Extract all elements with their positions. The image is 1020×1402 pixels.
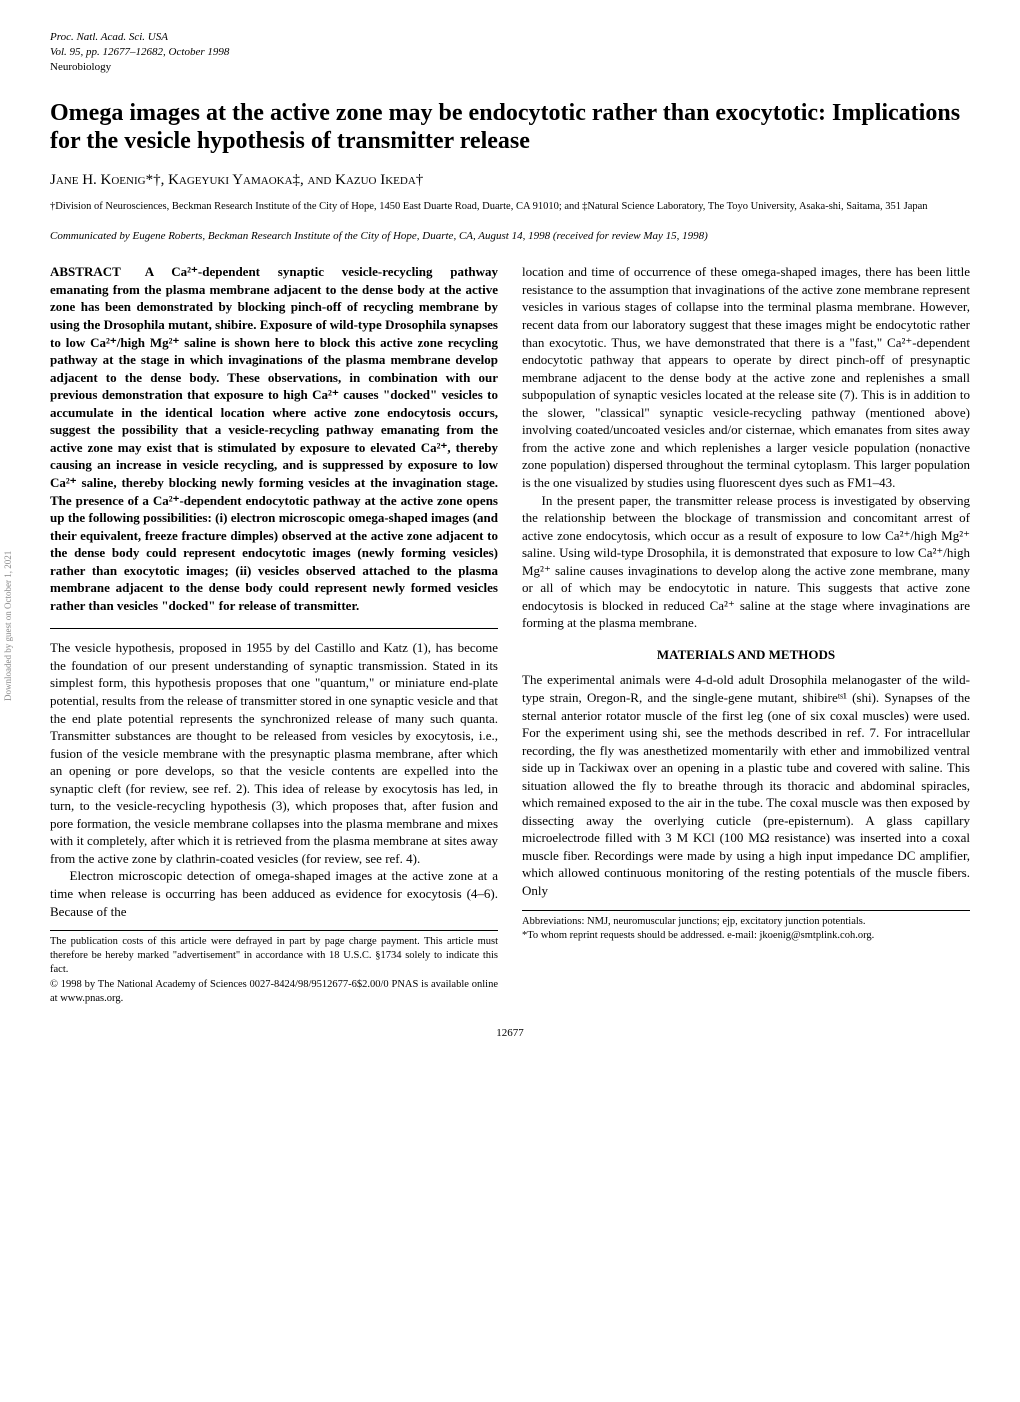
journal-section: Neurobiology — [50, 60, 970, 75]
methods-heading: MATERIALS AND METHODS — [522, 646, 970, 664]
journal-name: Proc. Natl. Acad. Sci. USA — [50, 30, 970, 45]
corresponding-author-note: *To whom reprint requests should be addr… — [522, 929, 970, 943]
article-title: Omega images at the active zone may be e… — [50, 99, 970, 157]
footnote-rule-left — [50, 930, 498, 931]
volume-pages: Vol. 95, pp. 12677–12682, October 1998 — [50, 45, 970, 60]
journal-header: Proc. Natl. Acad. Sci. USA Vol. 95, pp. … — [50, 30, 970, 75]
abstract-separator — [50, 628, 498, 629]
article-body-columns: ABSTRACTA Ca²⁺-dependent synaptic vesicl… — [50, 263, 970, 1006]
communicated-by: Communicated by Eugene Roberts, Beckman … — [50, 229, 970, 244]
abstract-label: ABSTRACT — [50, 264, 121, 279]
abstract: ABSTRACTA Ca²⁺-dependent synaptic vesicl… — [50, 263, 498, 614]
right-column-footnotes: Abbreviations: NMJ, neuromuscular juncti… — [522, 910, 970, 943]
page-number: 12677 — [50, 1026, 970, 1041]
copyright-note: © 1998 by The National Academy of Scienc… — [50, 978, 498, 1006]
intro-paragraph-2: Electron microscopic detection of omega-… — [50, 867, 498, 920]
intro-paragraph-3: location and time of occurrence of these… — [522, 263, 970, 491]
intro-paragraph-1: The vesicle hypothesis, proposed in 1955… — [50, 639, 498, 867]
download-watermark: Downloaded by guest on October 1, 2021 — [2, 551, 14, 701]
publication-costs-note: The publication costs of this article we… — [50, 935, 498, 978]
abbreviations-note: Abbreviations: NMJ, neuromuscular juncti… — [522, 915, 970, 929]
footnote-rule-right — [522, 910, 970, 911]
left-column-footnotes: The publication costs of this article we… — [50, 930, 498, 1006]
intro-paragraph-4: In the present paper, the transmitter re… — [522, 492, 970, 632]
methods-paragraph-1: The experimental animals were 4-d-old ad… — [522, 671, 970, 899]
abstract-text: A Ca²⁺-dependent synaptic vesicle-recycl… — [50, 264, 498, 612]
affiliations: †Division of Neurosciences, Beckman Rese… — [50, 200, 970, 214]
author-list: Jane H. Koenig*†, Kageyuki Yamaoka‡, and… — [50, 170, 970, 190]
